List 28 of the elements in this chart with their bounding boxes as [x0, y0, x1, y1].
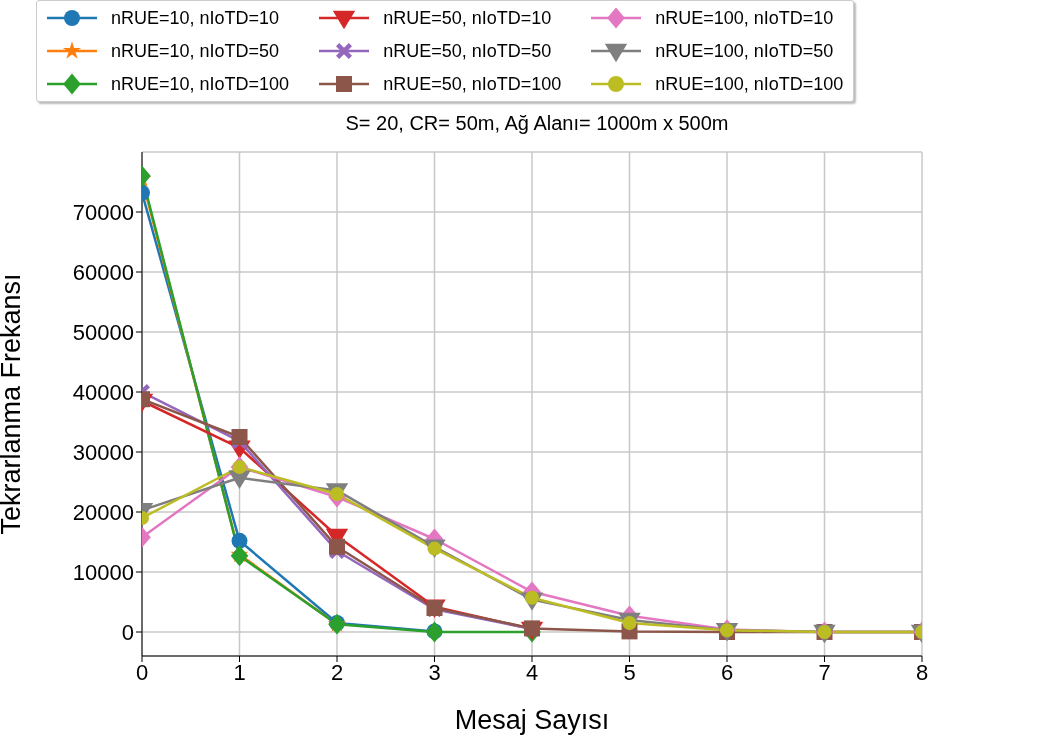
legend-label: nRUE=50, nIoTD=100 — [383, 73, 562, 95]
y-tick-label: 40000 — [72, 379, 134, 405]
y-tick-label: 10000 — [72, 559, 134, 585]
x-tick-label: 8 — [915, 659, 929, 685]
x-tick-label: 3 — [428, 659, 441, 685]
y-axis-title: Tekrarlanma Frekansı — [0, 273, 26, 535]
legend-label: nRUE=50, nIoTD=10 — [383, 7, 552, 29]
legend-label: nRUE=100, nIoTD=10 — [655, 7, 834, 29]
x-tick-label: 7 — [818, 659, 831, 685]
legend-label: nRUE=100, nIoTD=100 — [655, 73, 844, 95]
x-axis-title: Mesaj Sayısı — [454, 705, 610, 735]
x-tick-label: 4 — [525, 659, 539, 685]
x-tick-label: 2 — [330, 659, 344, 685]
legend-label: nRUE=50, nIoTD=50 — [383, 40, 552, 62]
y-tick-label: 20000 — [72, 499, 134, 525]
legend-label: nRUE=10, nIoTD=50 — [111, 40, 280, 62]
y-tick-label: 60000 — [72, 259, 134, 285]
legend-label: nRUE=100, nIoTD=50 — [655, 40, 834, 62]
legend-label: nRUE=10, nIoTD=10 — [111, 7, 280, 29]
y-tick-label: 30000 — [72, 439, 134, 465]
legend-label: nRUE=10, nIoTD=100 — [111, 73, 290, 95]
x-tick-label: 5 — [623, 659, 636, 685]
x-tick-label: 1 — [233, 659, 246, 685]
y-tick-label: 50000 — [72, 319, 134, 345]
y-tick-label: 70000 — [72, 199, 134, 225]
chart-title: S= 20, CR= 50m, Ağ Alanı= 1000m x 500m — [344, 112, 730, 135]
x-tick-label: 6 — [720, 659, 734, 685]
y-tick-label: 0 — [121, 619, 134, 645]
